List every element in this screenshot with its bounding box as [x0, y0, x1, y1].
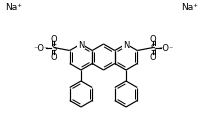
Text: N: N: [77, 40, 84, 49]
Text: O: O: [50, 53, 57, 61]
Text: ⁻O⁻: ⁻O⁻: [158, 44, 173, 53]
Text: O: O: [149, 53, 156, 61]
Text: O: O: [149, 35, 156, 44]
Text: O: O: [50, 35, 57, 44]
Text: S: S: [51, 44, 56, 53]
Text: ⁻O⁻: ⁻O⁻: [33, 44, 48, 53]
Text: Na⁺: Na⁺: [6, 3, 22, 11]
Text: N: N: [122, 40, 129, 49]
Text: S: S: [150, 44, 155, 53]
Text: Na⁺: Na⁺: [181, 3, 198, 11]
